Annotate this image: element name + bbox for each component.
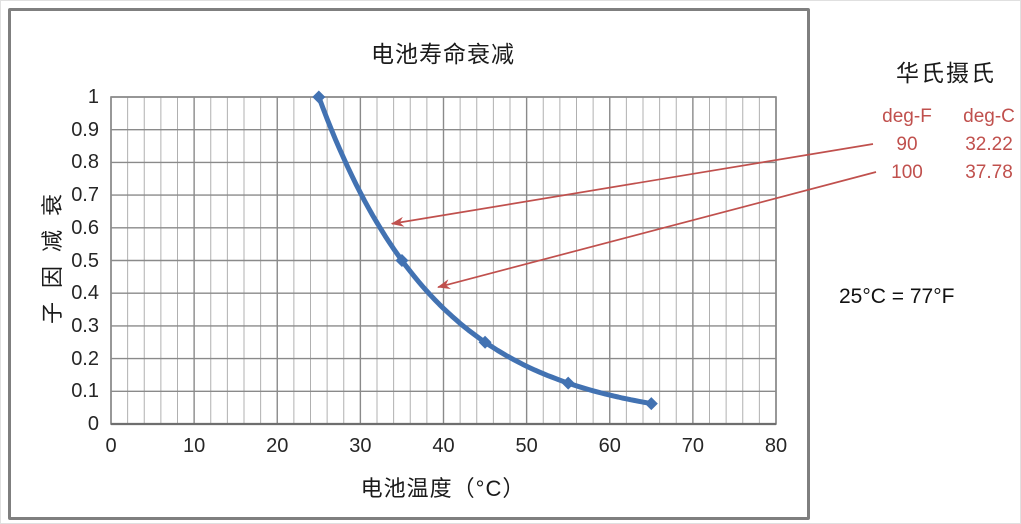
y-tick-label: 0.7 [71, 184, 99, 207]
y-tick-label: 0 [87, 413, 99, 435]
y-axis-title-char: 减 [39, 229, 65, 253]
cell-deg-f: 90 [896, 134, 918, 155]
series-line [316, 94, 654, 407]
y-tick-label: 1 [87, 86, 99, 108]
x-tick-label: 60 [598, 435, 621, 457]
y-tick-label: 0.3 [71, 314, 99, 337]
y-axis-title-char: 衰 [39, 193, 65, 217]
data-point-marker [644, 397, 658, 411]
x-axis-title: 电池温度（°C） [360, 476, 526, 501]
data-point-marker [561, 376, 575, 390]
x-tick-label: 80 [764, 435, 788, 457]
cell-deg-c: 37.78 [965, 162, 1013, 183]
conversion-table-header: deg-F deg-C [866, 103, 1020, 131]
y-tick-label: 0.8 [71, 151, 99, 174]
x-tick-label: 70 [681, 435, 704, 457]
y-tick-label: 0.4 [71, 282, 99, 305]
x-tick-label: 0 [105, 435, 117, 457]
table-row: 90 32.22 [866, 131, 1020, 159]
y-tick-label: 0.2 [71, 347, 99, 370]
cell-deg-f: 100 [891, 162, 923, 183]
header-deg-c: deg-C [963, 106, 1015, 127]
y-tick-label: 0.9 [71, 118, 99, 141]
y-tick-label: 0.5 [71, 249, 99, 272]
conversion-table-title: 华氏摄氏 [896, 60, 996, 86]
temperature-note: 25°C = 77°F [839, 285, 955, 308]
y-tick-label: 0.6 [71, 216, 99, 239]
y-tick-label: 0.1 [71, 380, 99, 403]
data-point-marker [478, 335, 492, 349]
chart-title: 电池寿命衰减 [371, 41, 515, 67]
x-tick-label: 30 [349, 435, 372, 457]
data-point-marker [312, 90, 326, 104]
x-tick-label: 50 [515, 435, 538, 457]
x-tick-label: 20 [266, 435, 289, 457]
y-axis-title: 衰减因子 [31, 187, 75, 331]
table-row: 100 37.78 [866, 159, 1020, 187]
data-point-marker [395, 254, 409, 267]
cell-deg-c: 32.22 [965, 134, 1013, 155]
header-deg-f: deg-F [882, 106, 932, 127]
y-axis-title-char: 子 [39, 301, 65, 325]
x-tick-label: 40 [432, 435, 455, 457]
x-tick-label: 10 [183, 435, 206, 457]
conversion-table: deg-F deg-C 90 32.22 100 37.78 [866, 103, 1020, 187]
y-axis-title-char: 因 [39, 265, 65, 289]
